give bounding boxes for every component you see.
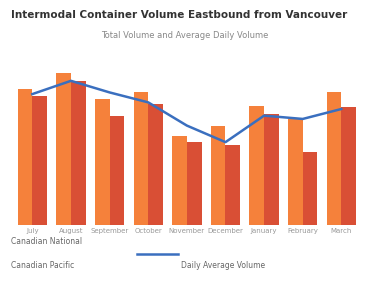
Bar [225, 146, 240, 225]
Bar [288, 119, 303, 225]
Bar [172, 136, 187, 225]
Bar [71, 81, 85, 225]
Text: Intermodal Container Volume Eastbound from Vancouver: Intermodal Container Volume Eastbound fr… [11, 11, 347, 20]
Text: Total Volume and Average Daily Volume: Total Volume and Average Daily Volume [101, 32, 269, 40]
Bar [211, 126, 225, 225]
Bar [303, 152, 317, 225]
Bar [187, 142, 202, 225]
Bar [56, 73, 71, 225]
Bar [249, 106, 264, 225]
Bar [148, 104, 163, 225]
Bar [95, 99, 110, 225]
Bar [134, 92, 148, 225]
Bar [110, 116, 124, 225]
Bar [327, 92, 342, 225]
Bar [18, 89, 32, 225]
Bar [32, 96, 47, 225]
Text: Canadian Pacific: Canadian Pacific [11, 261, 74, 270]
Text: Canadian National: Canadian National [11, 237, 82, 246]
Bar [342, 107, 356, 225]
Text: Daily Average Volume: Daily Average Volume [181, 261, 265, 270]
Bar [264, 114, 279, 225]
